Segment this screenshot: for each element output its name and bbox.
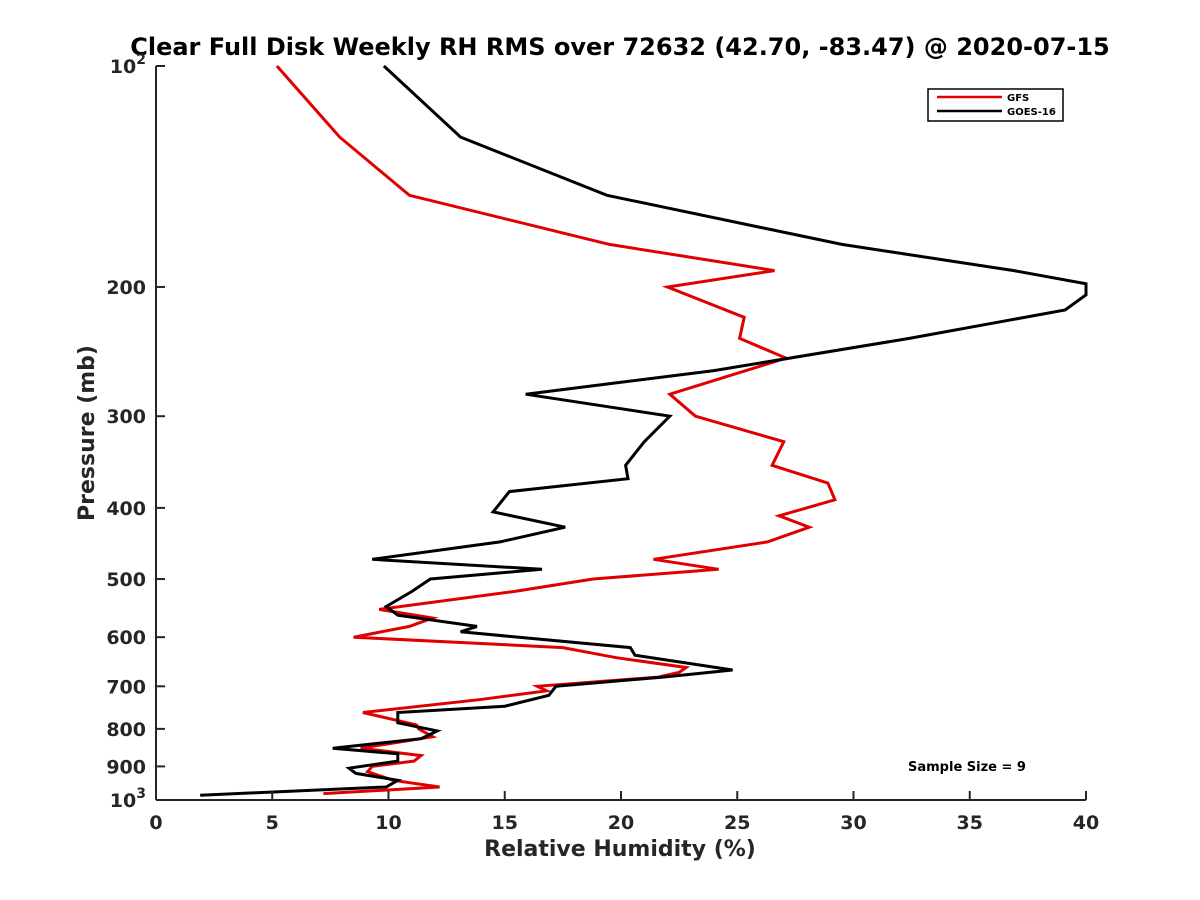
plot-area: 0 5 10 15 20 25 30 35 40 102 200 300 400 500 600 700 80… <box>106 52 1099 834</box>
x-ticks: 0 5 10 15 20 25 30 35 40 <box>149 791 1099 834</box>
chart-title: Clear Full Disk Weekly RH RMS over 72632… <box>130 33 1110 61</box>
x-tick-label: 10 <box>375 812 401 834</box>
y-tick-label: 800 <box>106 719 146 741</box>
series-line-goes-16 <box>200 64 1088 797</box>
x-tick-label: 0 <box>149 812 162 834</box>
x-tick-label: 25 <box>724 812 750 834</box>
y-tick-label: 900 <box>106 756 146 778</box>
series-layer <box>200 64 1088 797</box>
x-tick-label: 5 <box>266 812 279 834</box>
x-tick-label: 20 <box>608 812 634 834</box>
x-tick-label: 30 <box>840 812 866 834</box>
x-tick-label: 40 <box>1073 812 1099 834</box>
sample-size-annotation: Sample Size = 9 <box>908 760 1026 775</box>
y-tick-label: 200 <box>106 277 146 299</box>
y-tick-label: 400 <box>106 498 146 520</box>
x-tick-label: 35 <box>957 812 983 834</box>
y-tick-label: 600 <box>106 627 146 649</box>
legend: GFS GOES-16 <box>927 88 1064 122</box>
y-tick-label: 102 <box>110 52 146 78</box>
x-axis-label: Relative Humidity (%) <box>484 837 756 862</box>
x-tick-label: 15 <box>492 812 518 834</box>
y-tick-label: 700 <box>106 676 146 698</box>
y-tick-label: 500 <box>106 569 146 591</box>
legend-box <box>927 88 1064 122</box>
y-tick-label: 103 <box>110 786 146 812</box>
y-ticks: 102 200 300 400 500 600 700 800 900 103 <box>106 52 165 812</box>
legend-label-goes-16: GOES-16 <box>1007 107 1056 118</box>
y-axis-label: Pressure (mb) <box>75 345 100 521</box>
y-tick-label: 300 <box>106 406 146 428</box>
legend-label-gfs: GFS <box>1007 93 1029 104</box>
